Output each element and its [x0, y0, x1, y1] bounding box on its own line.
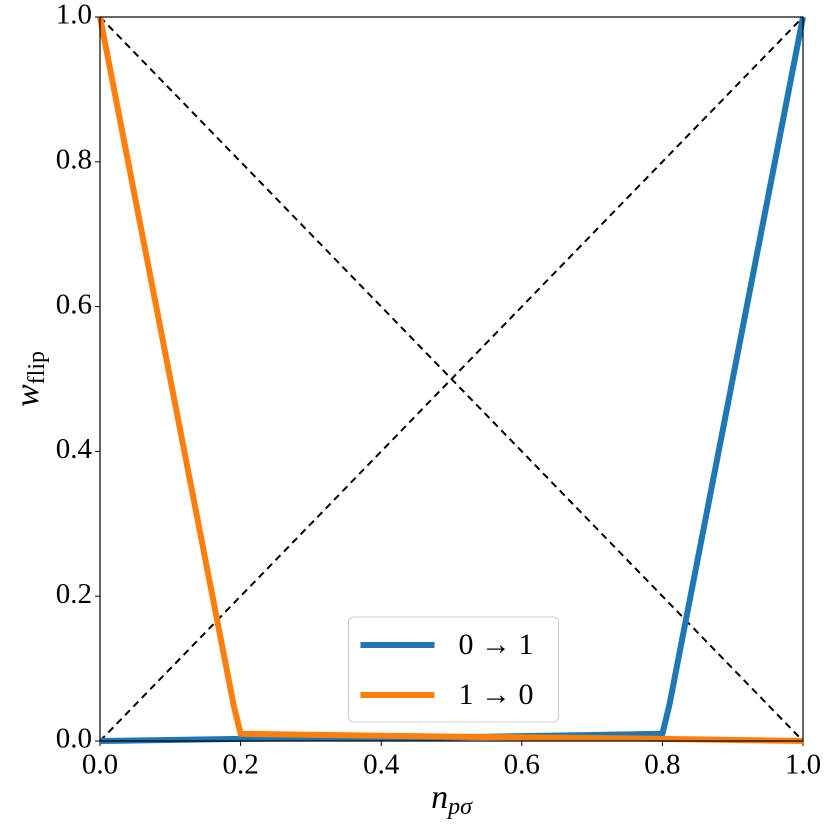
y-tick-label: 0.8 — [56, 143, 92, 175]
y-label-base: w — [9, 384, 46, 407]
series-line — [97, 16, 804, 744]
x-axis-label: npσ — [431, 779, 473, 820]
y-tick-label: 1.0 — [56, 0, 92, 31]
y-tick-label: 0.0 — [56, 723, 92, 755]
x-tick-label: 0.2 — [222, 749, 258, 781]
x-tick-label: 1.0 — [785, 749, 821, 781]
y-tick-label: 0.2 — [56, 578, 92, 610]
x-tick-label: 0.0 — [82, 749, 118, 781]
legend-label: 0 → 1 — [459, 628, 534, 661]
y-label-sub: flip — [24, 351, 50, 384]
plot-frame — [99, 16, 804, 742]
x-label-sub: pσ — [446, 794, 473, 820]
x-tick-label: 0.8 — [644, 749, 680, 781]
x-tick-label: 0.6 — [504, 749, 540, 781]
y-tick-label: 0.6 — [56, 288, 92, 320]
legend-label: 1 → 0 — [459, 678, 534, 711]
x-tick-label: 0.4 — [363, 749, 400, 781]
y-tick-label: 0.4 — [56, 433, 93, 465]
y-axis-label: wflip — [9, 351, 50, 407]
x-label-base: n — [431, 779, 448, 816]
